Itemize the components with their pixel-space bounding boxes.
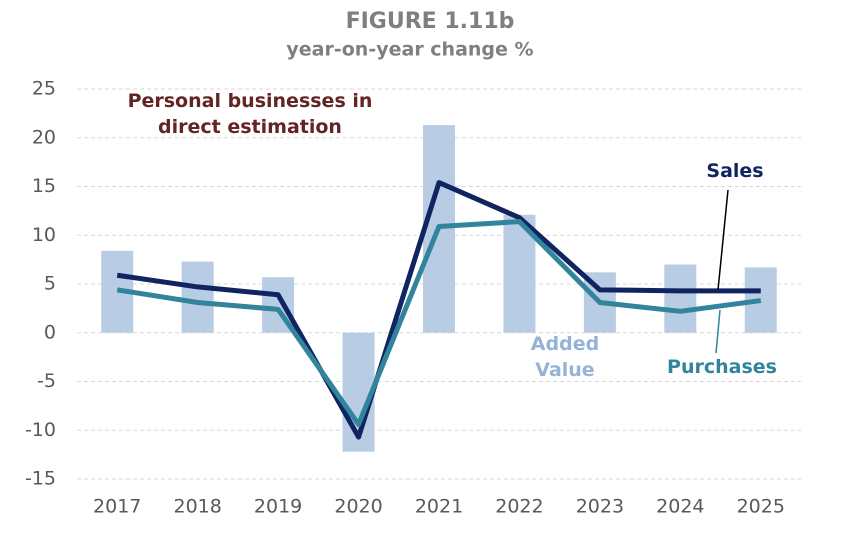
sales-leader [717, 189, 729, 291]
series-label: Added Value [530, 333, 600, 381]
line [116, 180, 761, 440]
x-tick-label: 2024 [656, 496, 704, 518]
x-tick-label: 2020 [334, 496, 382, 518]
bar [664, 264, 697, 333]
y-tick-label: 15 [32, 175, 56, 197]
y-tick-label: -5 [37, 370, 56, 392]
annotation: Personal businesses in direct estimation [127, 90, 373, 138]
y-tick-label: 5 [44, 273, 56, 295]
x-tick-label: 2017 [93, 496, 141, 518]
x-tick-label: 2019 [254, 496, 302, 518]
chart-title: FIGURE 1.11b [346, 9, 515, 34]
x-tick-label: 2025 [737, 496, 785, 518]
x-tick-label: 2018 [173, 496, 221, 518]
chart-subtitle: year-on-year change % [286, 39, 533, 61]
x-tick-label: 2023 [576, 496, 624, 518]
line [116, 219, 762, 427]
x-tick-label: 2021 [415, 496, 463, 518]
y-tick-label: 25 [32, 78, 56, 100]
y-tick-label: 10 [32, 224, 56, 246]
series-label: Sales [706, 160, 764, 182]
bar [181, 261, 214, 333]
y-tick-label: -15 [25, 468, 56, 490]
y-tick-label: -10 [25, 419, 56, 441]
y-tick-label: 0 [44, 321, 56, 343]
x-tick-label: 2022 [495, 496, 543, 518]
purchases-leader [715, 309, 721, 354]
y-tick-label: 20 [32, 126, 56, 148]
series-label: Purchases [667, 356, 777, 378]
